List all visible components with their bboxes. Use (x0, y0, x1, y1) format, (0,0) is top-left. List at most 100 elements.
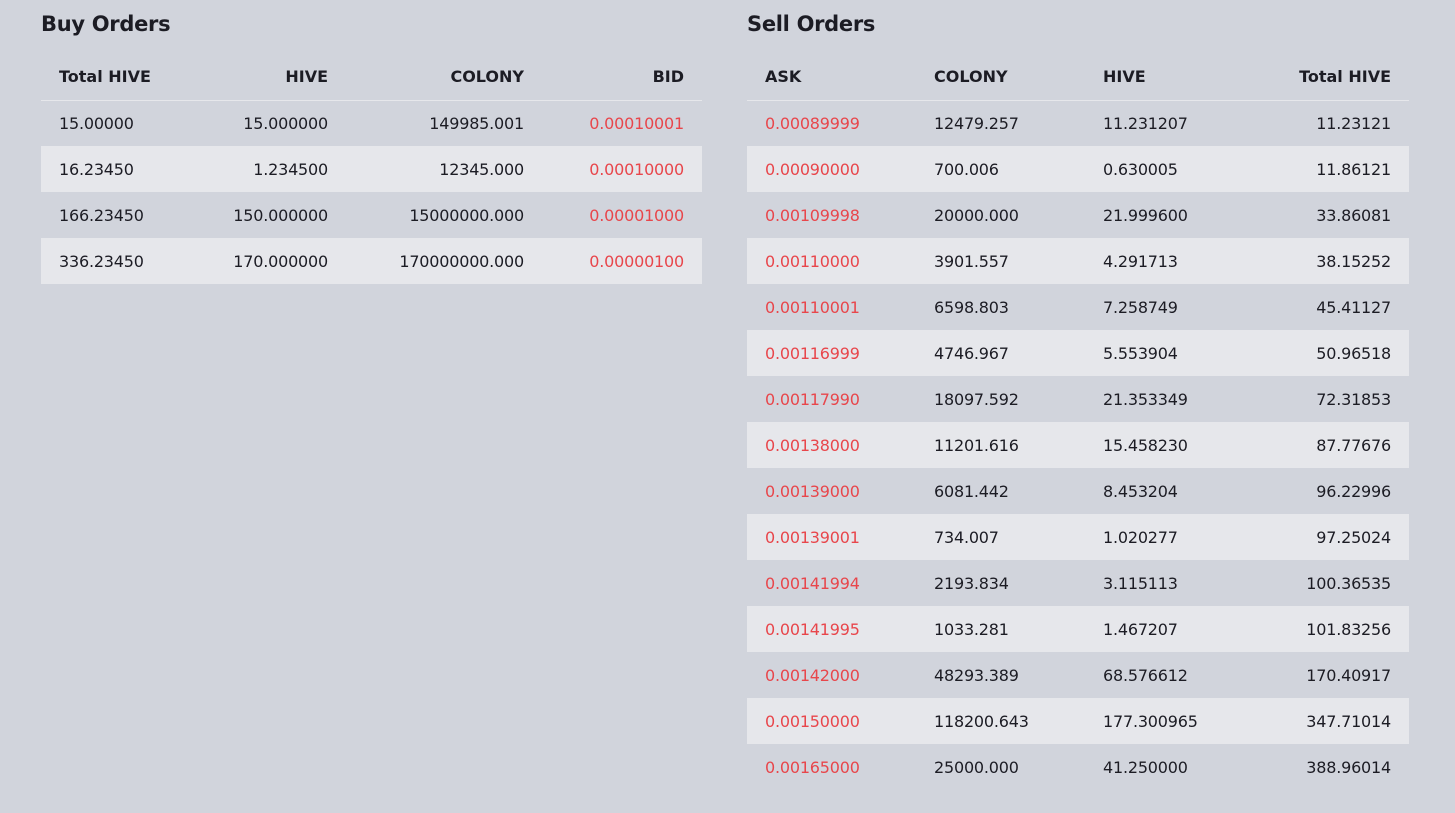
sell-order-row[interactable]: 0.00110001 6598.803 7.258749 45.41127 (747, 284, 1409, 330)
buy-order-row[interactable]: 15.00000 15.000000 149985.001 0.00010001 (41, 100, 702, 146)
sell-cell-colony: 20000.000 (934, 205, 1019, 225)
sell-order-row[interactable]: 0.00109998 20000.000 21.999600 33.86081 (747, 192, 1409, 238)
sell-header-ask[interactable]: ASK (765, 67, 802, 87)
buy-cell-bid[interactable]: 0.00001000 (589, 205, 684, 225)
buy-cell-bid[interactable]: 0.00010001 (589, 113, 684, 133)
sell-order-row[interactable]: 0.00165000 25000.000 41.250000 388.96014 (747, 744, 1409, 790)
sell-order-row[interactable]: 0.00090000 700.006 0.630005 11.86121 (747, 146, 1409, 192)
sell-cell-hive: 1.467207 (1103, 619, 1178, 639)
buy-orders-table: Total HIVE HIVE COLONY BID 15.00000 15.00… (41, 54, 702, 284)
buy-cell-colony: 12345.000 (439, 159, 524, 179)
sell-cell-hive: 3.115113 (1103, 573, 1178, 593)
sell-cell-total-hive: 33.86081 (1316, 205, 1391, 225)
buy-orders-title: Buy Orders (41, 12, 171, 36)
sell-cell-ask[interactable]: 0.00110000 (765, 251, 860, 271)
sell-cell-colony: 25000.000 (934, 757, 1019, 777)
sell-cell-hive: 5.553904 (1103, 343, 1178, 363)
sell-cell-hive: 8.453204 (1103, 481, 1178, 501)
sell-cell-total-hive: 38.15252 (1316, 251, 1391, 271)
sell-order-row[interactable]: 0.00150000 118200.643 177.300965 347.71014 (747, 698, 1409, 744)
sell-cell-ask[interactable]: 0.00141994 (765, 573, 860, 593)
sell-cell-hive: 15.458230 (1103, 435, 1188, 455)
buy-order-row[interactable]: 166.23450 150.000000 15000000.000 0.0000100… (41, 192, 702, 238)
sell-cell-total-hive: 96.22996 (1316, 481, 1391, 501)
sell-cell-total-hive: 100.36535 (1306, 573, 1391, 593)
sell-orders-title: Sell Orders (747, 12, 876, 36)
sell-cell-hive: 0.630005 (1103, 159, 1178, 179)
sell-order-row[interactable]: 0.00141995 1033.281 1.467207 101.83256 (747, 606, 1409, 652)
sell-order-row[interactable]: 0.00138000 11201.616 15.458230 87.77676 (747, 422, 1409, 468)
sell-header-total-hive[interactable]: Total HIVE (1299, 67, 1391, 87)
buy-cell-bid[interactable]: 0.00000100 (589, 251, 684, 271)
sell-orders-header-row: ASK COLONY HIVE Total HIVE (747, 54, 1409, 100)
sell-cell-hive: 7.258749 (1103, 297, 1178, 317)
sell-cell-ask[interactable]: 0.00139001 (765, 527, 860, 547)
buy-header-total-hive[interactable]: Total HIVE (59, 67, 151, 87)
sell-cell-ask[interactable]: 0.00150000 (765, 711, 860, 731)
sell-cell-total-hive: 388.96014 (1306, 757, 1391, 777)
buy-header-bid[interactable]: BID (652, 67, 684, 87)
sell-cell-colony: 11201.616 (934, 435, 1019, 455)
buy-cell-total-hive: 15.00000 (59, 113, 134, 133)
sell-order-row[interactable]: 0.00110000 3901.557 4.291713 38.15252 (747, 238, 1409, 284)
sell-cell-colony: 6598.803 (934, 297, 1009, 317)
sell-cell-ask[interactable]: 0.00089999 (765, 113, 860, 133)
sell-cell-colony: 6081.442 (934, 481, 1009, 501)
sell-header-colony[interactable]: COLONY (934, 67, 1008, 87)
sell-cell-ask[interactable]: 0.00138000 (765, 435, 860, 455)
sell-cell-ask[interactable]: 0.00116999 (765, 343, 860, 363)
buy-cell-hive: 1.234500 (253, 159, 328, 179)
buy-order-row[interactable]: 336.23450 170.000000 170000000.000 0.000001… (41, 238, 702, 284)
sell-cell-hive: 177.300965 (1103, 711, 1198, 731)
sell-cell-colony: 734.007 (934, 527, 999, 547)
sell-cell-total-hive: 101.83256 (1306, 619, 1391, 639)
sell-order-row[interactable]: 0.00117990 18097.592 21.353349 72.31853 (747, 376, 1409, 422)
sell-cell-ask[interactable]: 0.00139000 (765, 481, 860, 501)
sell-cell-ask[interactable]: 0.00165000 (765, 757, 860, 777)
buy-order-row[interactable]: 16.23450 1.234500 12345.000 0.00010000 (41, 146, 702, 192)
sell-cell-ask[interactable]: 0.00117990 (765, 389, 860, 409)
buy-cell-total-hive: 16.23450 (59, 159, 134, 179)
buy-cell-colony: 149985.001 (429, 113, 524, 133)
sell-cell-hive: 68.576612 (1103, 665, 1188, 685)
sell-cell-total-hive: 45.41127 (1316, 297, 1391, 317)
buy-cell-total-hive: 166.23450 (59, 205, 144, 225)
buy-header-colony[interactable]: COLONY (450, 67, 524, 87)
sell-cell-colony: 18097.592 (934, 389, 1019, 409)
buy-cell-hive: 150.000000 (233, 205, 328, 225)
sell-cell-ask[interactable]: 0.00109998 (765, 205, 860, 225)
buy-cell-hive: 170.000000 (233, 251, 328, 271)
sell-cell-ask[interactable]: 0.00090000 (765, 159, 860, 179)
sell-cell-hive: 11.231207 (1103, 113, 1188, 133)
sell-order-row[interactable]: 0.00089999 12479.257 11.231207 11.23121 (747, 100, 1409, 146)
sell-cell-colony: 2193.834 (934, 573, 1009, 593)
buy-header-hive[interactable]: HIVE (285, 67, 328, 87)
sell-header-hive[interactable]: HIVE (1103, 67, 1146, 87)
sell-order-row[interactable]: 0.00142000 48293.389 68.576612 170.40917 (747, 652, 1409, 698)
sell-cell-total-hive: 97.25024 (1316, 527, 1391, 547)
sell-cell-total-hive: 347.71014 (1306, 711, 1391, 731)
sell-cell-hive: 1.020277 (1103, 527, 1178, 547)
sell-cell-total-hive: 72.31853 (1316, 389, 1391, 409)
sell-cell-ask[interactable]: 0.00142000 (765, 665, 860, 685)
buy-orders-header-row: Total HIVE HIVE COLONY BID (41, 54, 702, 100)
buy-cell-colony: 15000000.000 (409, 205, 524, 225)
sell-order-row[interactable]: 0.00139001 734.007 1.020277 97.25024 (747, 514, 1409, 560)
sell-order-row[interactable]: 0.00116999 4746.967 5.553904 50.96518 (747, 330, 1409, 376)
sell-cell-hive: 21.353349 (1103, 389, 1188, 409)
sell-cell-ask[interactable]: 0.00141995 (765, 619, 860, 639)
sell-cell-hive: 21.999600 (1103, 205, 1188, 225)
sell-order-row[interactable]: 0.00139000 6081.442 8.453204 96.22996 (747, 468, 1409, 514)
sell-orders-table: ASK COLONY HIVE Total HIVE 0.00089999 124… (747, 54, 1409, 790)
sell-cell-colony: 12479.257 (934, 113, 1019, 133)
sell-cell-ask[interactable]: 0.00110001 (765, 297, 860, 317)
sell-cell-total-hive: 170.40917 (1306, 665, 1391, 685)
sell-order-row[interactable]: 0.00141994 2193.834 3.115113 100.36535 (747, 560, 1409, 606)
buy-cell-bid[interactable]: 0.00010000 (589, 159, 684, 179)
sell-cell-colony: 700.006 (934, 159, 999, 179)
sell-cell-colony: 4746.967 (934, 343, 1009, 363)
buy-cell-colony: 170000000.000 (399, 251, 524, 271)
sell-cell-hive: 41.250000 (1103, 757, 1188, 777)
sell-cell-hive: 4.291713 (1103, 251, 1178, 271)
sell-cell-colony: 48293.389 (934, 665, 1019, 685)
